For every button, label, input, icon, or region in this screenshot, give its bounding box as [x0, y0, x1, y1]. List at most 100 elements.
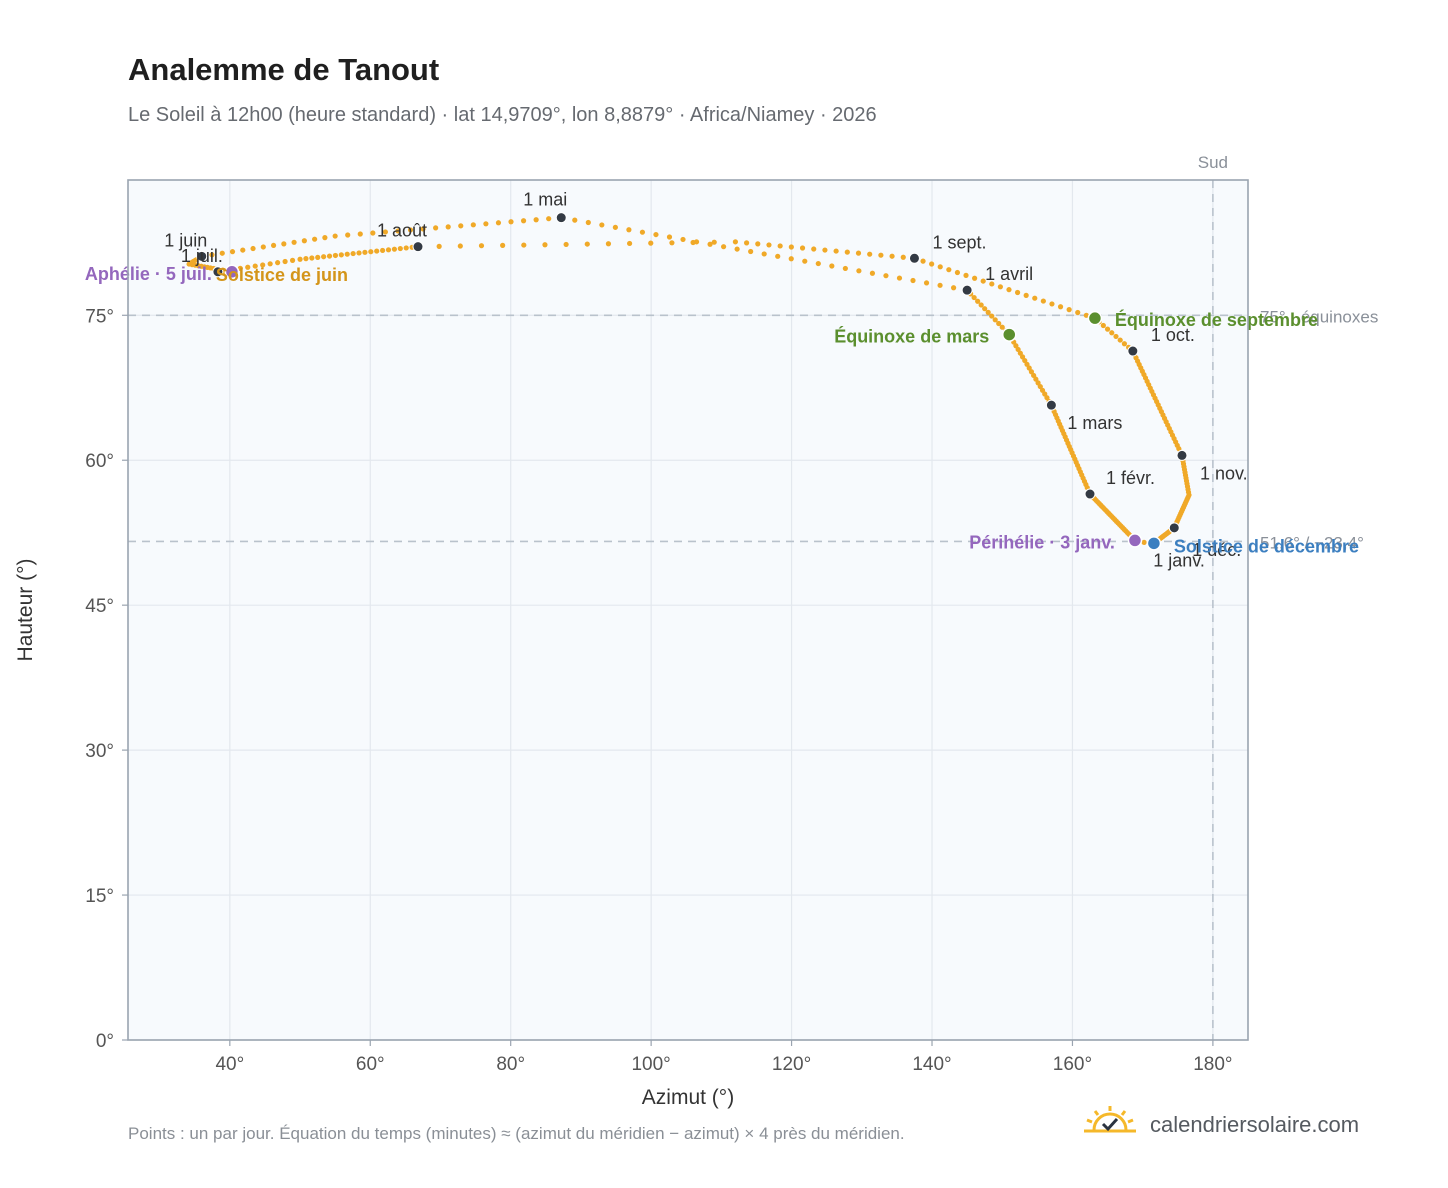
event-marker	[1002, 327, 1017, 342]
daily-sun-point	[815, 260, 821, 267]
brand-name[interactable]: calendriersolaire.com	[1150, 1111, 1360, 1137]
sun-check-icon	[1082, 1104, 1138, 1145]
daily-sun-point	[669, 240, 675, 246]
x-axis-label: Azimut (°)	[642, 1086, 734, 1109]
event-marker	[1087, 310, 1103, 326]
daily-sun-point	[245, 264, 251, 270]
daily-sun-point	[291, 239, 297, 245]
daily-sun-point	[542, 242, 548, 248]
daily-sun-point	[1100, 322, 1106, 329]
month-label: 1 juil.	[181, 246, 223, 266]
daily-sun-point	[332, 233, 338, 239]
daily-sun-point	[680, 236, 686, 243]
daily-sun-point	[495, 220, 502, 226]
daily-sun-point	[1083, 312, 1089, 318]
daily-sun-point	[252, 263, 258, 269]
daily-sun-point	[900, 254, 906, 260]
daily-sun-point	[605, 241, 612, 247]
month-marker	[1168, 522, 1180, 534]
daily-sun-point	[829, 263, 835, 269]
daily-sun-point	[407, 227, 414, 233]
daily-sun-point	[312, 236, 318, 242]
x-tick-label: 160°	[1053, 1054, 1092, 1075]
month-label: 1 mai	[523, 190, 567, 210]
month-marker	[212, 266, 224, 278]
daily-sun-point	[975, 298, 981, 304]
brand[interactable]: calendriersolaire.com	[1082, 1104, 1359, 1145]
daily-sun-point	[572, 217, 578, 223]
month-label: 1 mars	[1067, 413, 1122, 433]
daily-sun-point	[711, 239, 717, 245]
daily-sun-point	[338, 252, 344, 258]
daily-sun-point	[356, 250, 362, 256]
x-tick-label: 40°	[215, 1054, 244, 1075]
daily-sun-point	[802, 258, 808, 264]
daily-sun-point	[445, 224, 451, 230]
daily-sun-point	[980, 278, 986, 284]
daily-sun-point	[380, 247, 386, 254]
daily-sun-point	[910, 277, 916, 284]
daily-sun-point	[721, 244, 727, 250]
daily-sun-point	[989, 313, 995, 319]
daily-sun-point	[1117, 337, 1123, 343]
x-tick-label: 180°	[1193, 1054, 1232, 1075]
chart-title: Analemme de Tanout	[128, 52, 440, 87]
footnote: Points : un par jour. Équation du temps …	[128, 1124, 905, 1143]
daily-sun-point	[755, 241, 761, 247]
daily-sun-point	[950, 285, 957, 291]
daily-sun-point	[599, 222, 605, 228]
daily-sun-point	[315, 254, 321, 260]
daily-sun-point	[433, 225, 439, 231]
daily-sun-point	[971, 294, 977, 301]
daily-sun-point	[869, 270, 876, 276]
daily-sun-point	[350, 250, 356, 257]
daily-sun-point	[612, 224, 618, 230]
month-label: 1 sept.	[932, 232, 986, 252]
y-tick-label: 0°	[96, 1031, 114, 1052]
daily-sun-point	[520, 218, 527, 224]
daily-sun-point	[368, 249, 374, 255]
x-tick-label: 60°	[356, 1054, 385, 1075]
daily-sun-point	[533, 217, 539, 223]
daily-sun-point	[732, 239, 738, 245]
x-tick-label: 140°	[912, 1054, 951, 1075]
daily-sun-point	[289, 257, 296, 263]
plot-frame	[127, 179, 1249, 1041]
daily-sun-point	[775, 253, 781, 259]
daily-sun-point	[260, 244, 266, 250]
daily-sun-point	[403, 245, 409, 251]
daily-sun-point	[585, 219, 591, 226]
daily-sun-point	[370, 230, 376, 236]
daily-sun-point	[811, 246, 817, 252]
daily-sun-point	[896, 275, 903, 281]
reference-lines: Sud 75° · équinoxes 51,6° / −23,4°	[128, 153, 1378, 1040]
daily-sun-point	[508, 219, 514, 225]
month-marker	[1045, 399, 1057, 411]
daily-sun-point	[937, 264, 943, 270]
event-label: Équinoxe de septembre	[1115, 309, 1318, 330]
daily-sun-point	[946, 267, 952, 273]
daily-sun-point	[996, 320, 1002, 327]
daily-sun-point	[267, 261, 273, 267]
month-label: 1 nov.	[1200, 463, 1248, 483]
daily-sun-point	[761, 251, 767, 257]
daily-sun-point	[483, 221, 489, 227]
daily-sun-point	[500, 242, 506, 248]
daily-sun-point	[653, 231, 659, 238]
daily-sun-point	[270, 242, 277, 249]
daily-sun-point	[923, 280, 930, 286]
month-marker	[1084, 488, 1096, 500]
y-tick-label: 45°	[85, 596, 114, 617]
month-label: 1 juin	[164, 230, 207, 250]
daily-sun-point	[584, 241, 590, 247]
daily-sun-point	[297, 256, 303, 262]
daily-sun-point	[867, 251, 873, 257]
daily-sun-point	[889, 253, 895, 259]
month-marker	[555, 212, 567, 224]
date-markers	[196, 212, 1188, 551]
daily-sun-point	[707, 241, 713, 247]
daily-sun-point	[989, 281, 995, 287]
daily-sun-point	[1014, 289, 1021, 296]
event-label: Équinoxe de mars	[834, 326, 989, 347]
daily-sun-point	[229, 249, 236, 255]
